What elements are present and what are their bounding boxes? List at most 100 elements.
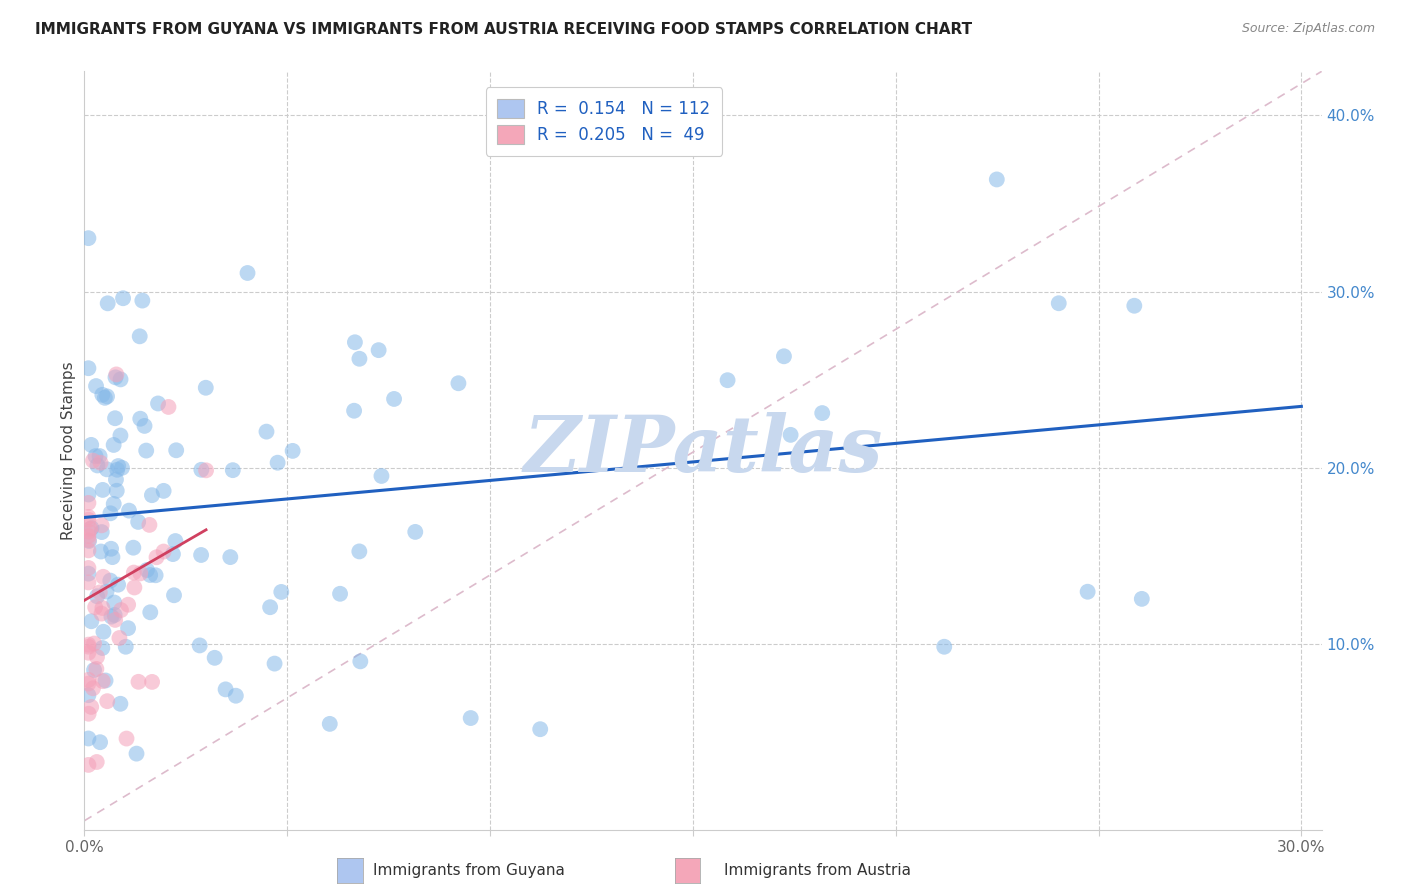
Point [104, 607, 127, 622]
Point [105, 483, 128, 498]
Point [190, 548, 212, 562]
Point [214, 682, 236, 697]
Point [124, 581, 146, 595]
Point [77, 706, 100, 721]
Point [89, 585, 111, 599]
Point [145, 550, 167, 565]
Point [329, 587, 352, 601]
Point [77, 487, 100, 501]
Point [104, 473, 127, 487]
Point [100, 541, 122, 556]
Point [139, 568, 162, 582]
Point [263, 657, 285, 671]
Point [77, 688, 100, 702]
Point [127, 515, 149, 529]
Point [256, 425, 278, 439]
Point [125, 747, 148, 761]
Point [447, 376, 470, 391]
Point [77, 731, 100, 746]
Point [91, 388, 114, 402]
Point [343, 335, 366, 350]
Point [1123, 299, 1146, 313]
Point [152, 483, 174, 498]
Point [77, 566, 100, 581]
Point [77, 361, 100, 376]
Point [86, 649, 108, 664]
Legend: R =  0.154   N = 112, R =  0.205   N =  49: R = 0.154 N = 112, R = 0.205 N = 49 [486, 87, 723, 156]
Point [404, 524, 426, 539]
Point [77, 640, 100, 654]
Point [100, 609, 122, 624]
Point [136, 563, 159, 577]
Point [98, 574, 121, 588]
Point [96, 694, 118, 708]
Point [89, 735, 111, 749]
Point [117, 598, 139, 612]
Text: Immigrants from Austria: Immigrants from Austria [724, 863, 911, 878]
Point [77, 758, 100, 772]
Point [80, 700, 103, 714]
Point [77, 646, 100, 660]
Point [129, 566, 152, 581]
Point [90, 607, 112, 621]
Point [84, 379, 107, 393]
Point [157, 400, 180, 414]
Point [77, 496, 100, 510]
Point [101, 550, 124, 565]
Point [91, 570, 114, 584]
Point [811, 406, 834, 420]
Point [86, 589, 108, 603]
Point [1130, 591, 1153, 606]
Point [77, 638, 100, 652]
Point [77, 510, 100, 524]
Text: ZIPatlas: ZIPatlas [523, 412, 883, 489]
Point [82, 681, 104, 696]
Point [343, 403, 366, 417]
Point [93, 624, 115, 639]
Point [94, 673, 117, 688]
Point [80, 521, 103, 535]
Point [103, 497, 125, 511]
Point [460, 711, 482, 725]
Point [141, 488, 163, 502]
Text: Immigrants from Guyana: Immigrants from Guyana [373, 863, 564, 878]
Point [105, 463, 128, 477]
Point [773, 349, 796, 363]
Point [110, 372, 132, 386]
Point [112, 291, 135, 305]
Point [145, 568, 167, 582]
Point [349, 351, 371, 366]
Point [152, 544, 174, 558]
Point [77, 513, 100, 527]
Point [91, 601, 114, 615]
Point [135, 443, 157, 458]
Point [110, 428, 132, 442]
Point [84, 600, 107, 615]
Point [162, 547, 184, 561]
Point [779, 427, 801, 442]
Point [82, 453, 104, 467]
Point [83, 636, 105, 650]
Point [77, 533, 100, 548]
Point [79, 522, 101, 536]
Point [266, 456, 288, 470]
Point [138, 517, 160, 532]
Point [118, 503, 141, 517]
Point [105, 368, 128, 382]
Text: IMMIGRANTS FROM GUYANA VS IMMIGRANTS FROM AUSTRIA RECEIVING FOOD STAMPS CORRELAT: IMMIGRANTS FROM GUYANA VS IMMIGRANTS FRO… [35, 22, 973, 37]
Point [165, 534, 187, 549]
Point [349, 544, 371, 558]
Point [86, 458, 108, 473]
Point [122, 541, 145, 555]
Point [128, 329, 150, 343]
Point [111, 460, 134, 475]
Point [77, 529, 100, 543]
Point [222, 463, 245, 477]
Point [100, 506, 122, 520]
Point [986, 172, 1008, 186]
Text: Source: ZipAtlas.com: Source: ZipAtlas.com [1241, 22, 1375, 36]
Point [219, 550, 242, 565]
Point [194, 381, 217, 395]
Point [90, 518, 112, 533]
Point [141, 674, 163, 689]
